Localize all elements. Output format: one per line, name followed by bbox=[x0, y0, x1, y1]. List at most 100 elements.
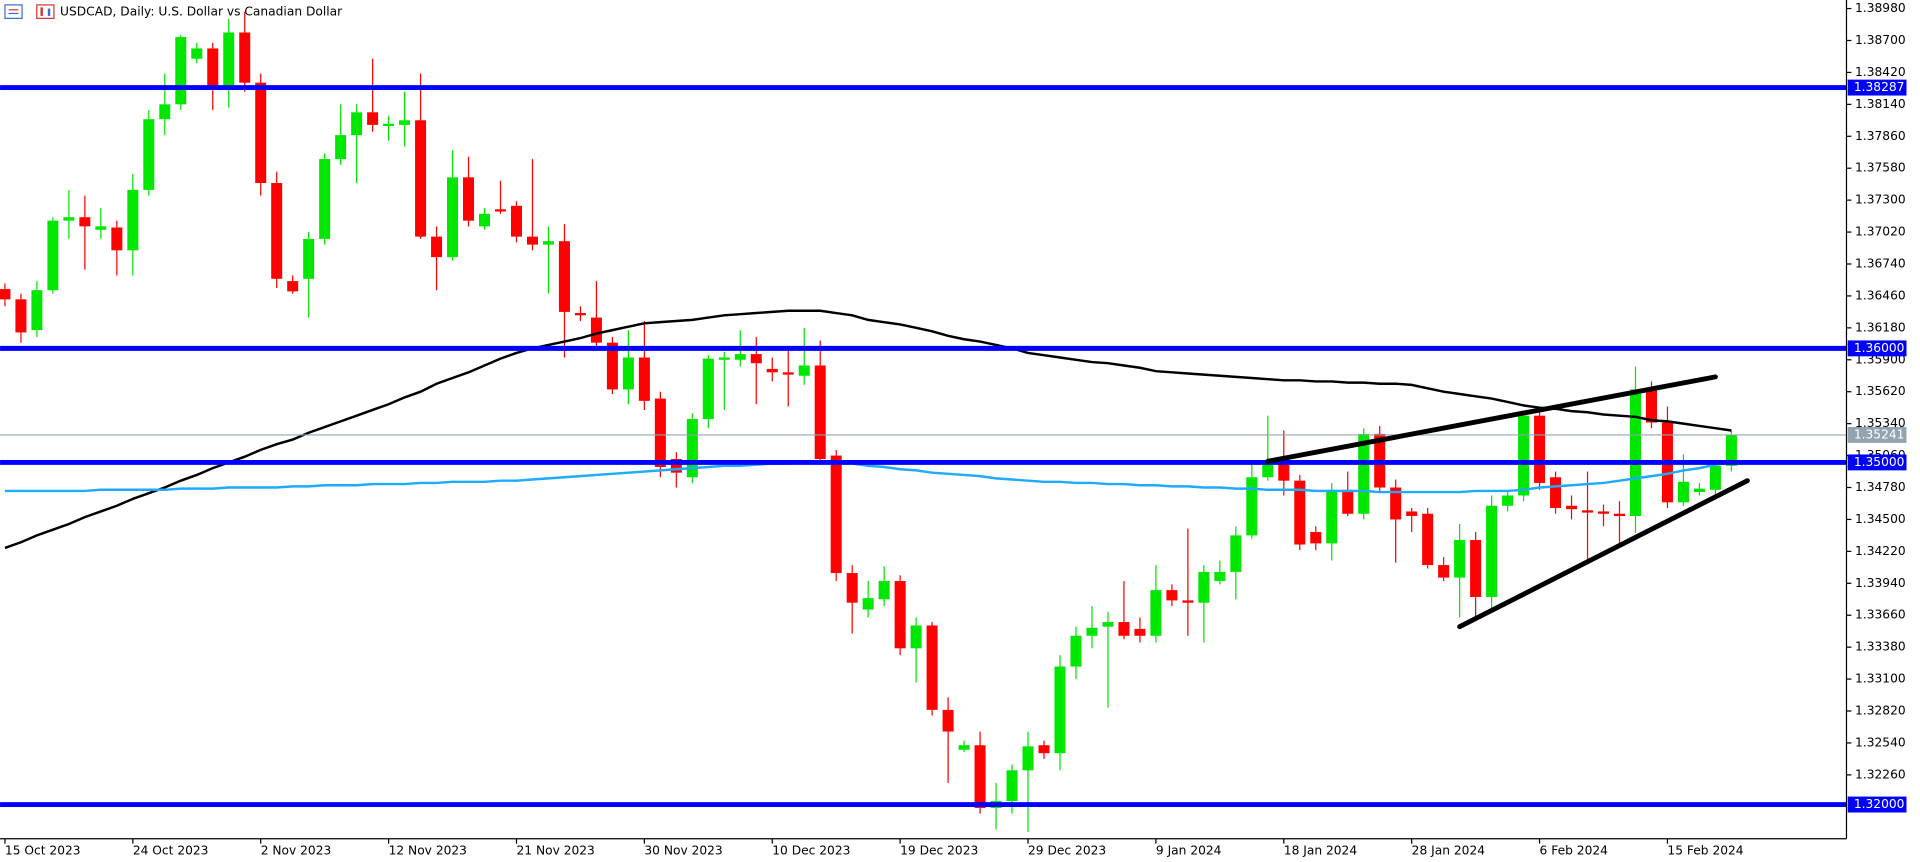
candle-body bbox=[415, 120, 427, 237]
candle-body bbox=[1246, 477, 1258, 536]
x-tick-label: 9 Jan 2024 bbox=[1156, 843, 1222, 857]
candle-body bbox=[1214, 571, 1226, 582]
x-tick-label: 2 Nov 2023 bbox=[261, 843, 332, 857]
candle-body bbox=[974, 745, 986, 808]
candle-body bbox=[1342, 489, 1354, 514]
candle-body bbox=[686, 419, 698, 478]
candle-body bbox=[526, 236, 538, 245]
candle-body bbox=[1102, 622, 1114, 627]
candle-body bbox=[862, 598, 874, 610]
icon[interactable] bbox=[36, 4, 55, 19]
candle-body bbox=[1278, 461, 1290, 481]
y-tick-label: 1.33380 bbox=[1855, 640, 1906, 654]
candle-body bbox=[654, 398, 666, 467]
moving-average bbox=[4, 461, 1732, 494]
candle-body bbox=[335, 135, 347, 160]
candle-body bbox=[766, 368, 778, 373]
candle-body bbox=[846, 573, 858, 603]
y-tick-label: 1.36180 bbox=[1855, 320, 1906, 334]
candle-body bbox=[830, 455, 842, 574]
x-tick-label: 30 Nov 2023 bbox=[644, 843, 722, 857]
y-tick-label: 1.32820 bbox=[1855, 704, 1906, 718]
y-tick-label: 1.33100 bbox=[1855, 672, 1906, 686]
candle-body bbox=[79, 217, 91, 227]
y-tick-label: 1.38980 bbox=[1855, 1, 1906, 15]
candle-body bbox=[1422, 513, 1434, 566]
level-label-box bbox=[1847, 340, 1907, 357]
candle-body bbox=[143, 119, 155, 190]
icon[interactable] bbox=[4, 4, 23, 19]
candle-body bbox=[1597, 511, 1610, 514]
candle-body bbox=[894, 581, 906, 649]
candle-body bbox=[223, 32, 235, 87]
level-label: 1.35000 bbox=[1854, 455, 1905, 469]
last-price-box bbox=[1847, 426, 1907, 443]
candle-body bbox=[255, 82, 267, 184]
candle-body bbox=[319, 159, 331, 239]
candle-body bbox=[1198, 571, 1210, 603]
candle-body bbox=[750, 354, 762, 364]
candle-body bbox=[1613, 513, 1626, 517]
x-tick-label: 6 Feb 2024 bbox=[1540, 843, 1609, 857]
candle-body bbox=[1118, 622, 1130, 636]
candle-body bbox=[1134, 628, 1146, 636]
candle-body bbox=[958, 745, 970, 750]
x-tick-label: 10 Dec 2023 bbox=[772, 843, 850, 857]
candle-body bbox=[1390, 487, 1402, 520]
x-tick-label: 19 Dec 2023 bbox=[900, 843, 978, 857]
candle-body bbox=[271, 183, 283, 279]
candle-body bbox=[1086, 627, 1098, 636]
y-tick-label: 1.34780 bbox=[1855, 480, 1906, 494]
candle-body bbox=[111, 227, 123, 251]
candle-body bbox=[399, 120, 411, 125]
y-tick-label: 1.34500 bbox=[1855, 512, 1906, 526]
candle-body bbox=[1054, 666, 1066, 754]
candle-body bbox=[1566, 505, 1578, 510]
candle-body bbox=[734, 354, 746, 360]
candle-body bbox=[1022, 746, 1034, 771]
y-tick-label: 1.32260 bbox=[1855, 767, 1906, 781]
candle-body bbox=[351, 112, 363, 136]
x-tick-label: 21 Nov 2023 bbox=[516, 843, 594, 857]
candle-body bbox=[463, 177, 475, 221]
x-tick-label: 18 Jan 2024 bbox=[1284, 843, 1358, 857]
candle-body bbox=[207, 48, 219, 87]
y-tick-label: 1.38700 bbox=[1855, 33, 1906, 47]
candle-body bbox=[159, 104, 171, 120]
candle-body bbox=[1006, 770, 1018, 802]
level-label-box bbox=[1847, 796, 1907, 813]
candle-body bbox=[718, 357, 730, 360]
candle-body bbox=[1182, 600, 1194, 603]
y-tick-label: 1.37020 bbox=[1855, 225, 1906, 239]
candle-body bbox=[638, 357, 650, 401]
candle-body bbox=[622, 357, 634, 390]
candle-body bbox=[926, 625, 938, 710]
candle-body bbox=[542, 241, 554, 245]
candle-body bbox=[510, 205, 522, 237]
candle-body bbox=[782, 372, 794, 375]
x-tick-label: 15 Feb 2024 bbox=[1667, 843, 1743, 857]
x-tick-label: 28 Jan 2024 bbox=[1412, 843, 1486, 857]
candle-body bbox=[1438, 565, 1450, 578]
candle-body bbox=[1294, 480, 1306, 545]
x-tick-label: 29 Dec 2023 bbox=[1028, 843, 1106, 857]
candle-body bbox=[878, 581, 890, 600]
candle-body bbox=[1518, 415, 1530, 496]
y-tick-label: 1.33940 bbox=[1855, 576, 1906, 590]
candle-body bbox=[1645, 389, 1657, 423]
candle-body bbox=[15, 299, 27, 333]
y-tick-label: 1.38420 bbox=[1855, 65, 1906, 79]
level-label: 1.38287 bbox=[1854, 80, 1905, 94]
y-tick-label: 1.32540 bbox=[1855, 735, 1906, 749]
candle-body bbox=[702, 358, 714, 420]
candle-body bbox=[1502, 495, 1514, 506]
candle-body bbox=[191, 48, 203, 59]
candle-body bbox=[1470, 539, 1482, 597]
candle-body bbox=[1326, 489, 1338, 544]
candle-body bbox=[1629, 389, 1641, 517]
y-tick-label: 1.37580 bbox=[1855, 161, 1906, 175]
trendline bbox=[1265, 374, 1718, 464]
candle-body bbox=[367, 112, 379, 125]
candle-body bbox=[670, 458, 682, 473]
